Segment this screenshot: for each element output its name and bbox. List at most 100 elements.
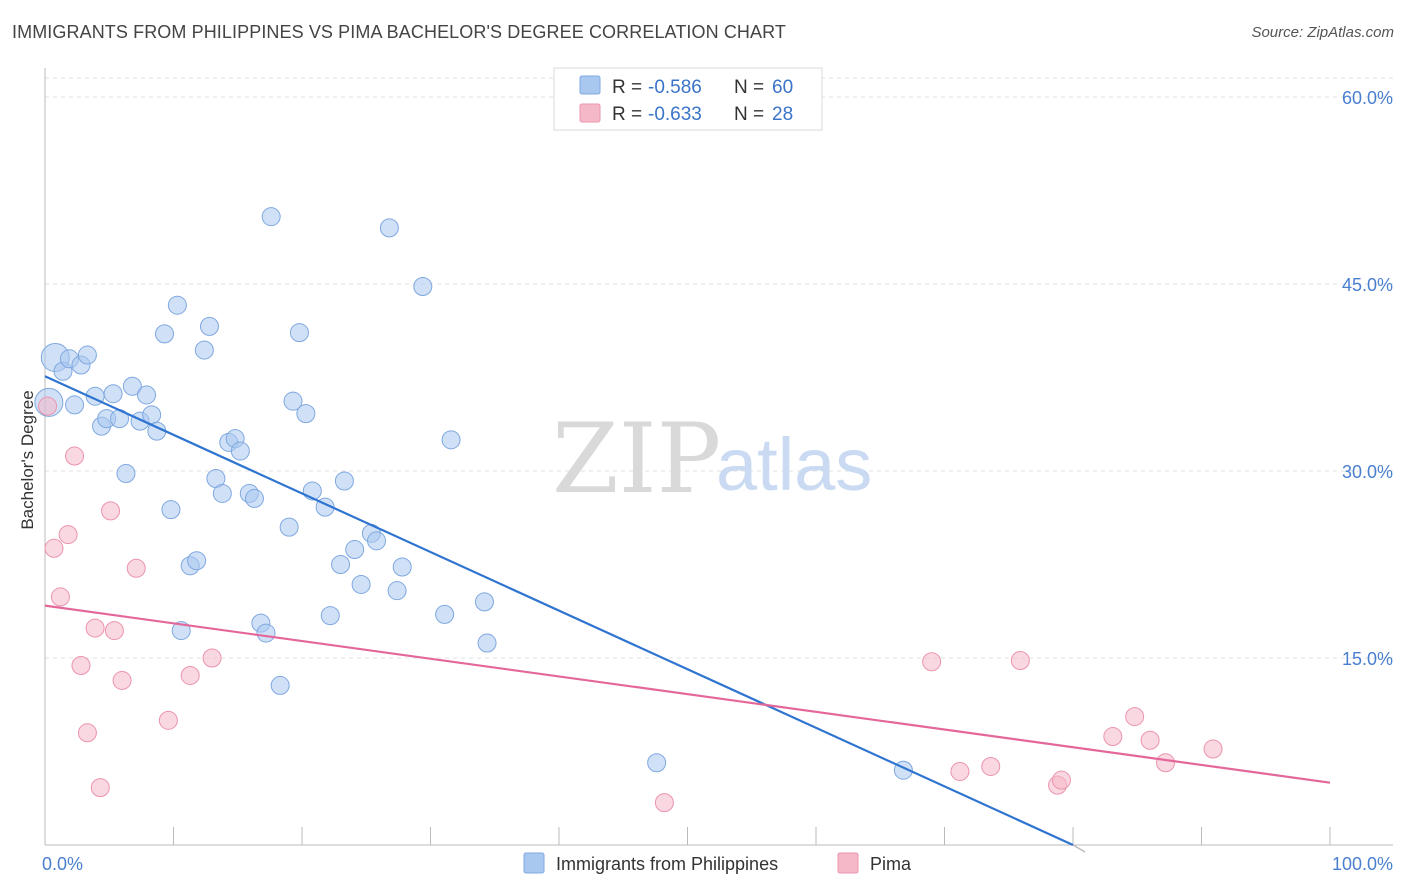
- pima-point: [112, 670, 132, 690]
- philippines-point: [441, 430, 461, 450]
- pima-point: [38, 396, 58, 416]
- philippines-point: [212, 483, 232, 503]
- philippines-point: [187, 551, 207, 571]
- philippines-point: [474, 592, 494, 612]
- philippines-point: [270, 675, 290, 695]
- philippines-point: [320, 606, 340, 626]
- philippines-point: [379, 218, 399, 238]
- legend-n-label-2: N =: [734, 104, 764, 125]
- philippines-point: [279, 517, 299, 537]
- philippines-trend-extension: [1072, 844, 1086, 853]
- pima-point: [1051, 770, 1071, 790]
- watermark-atlas: atlas: [716, 423, 872, 506]
- pima-point: [1203, 739, 1223, 759]
- watermark: ZIP atlas: [552, 403, 872, 515]
- legend-r-value-1: -0.586: [648, 77, 702, 98]
- pima-point: [50, 587, 70, 607]
- philippines-point: [345, 540, 365, 560]
- philippines-trend-line: [44, 375, 1074, 847]
- pima-point: [65, 446, 85, 466]
- y-tick-label-1: 30.0%: [1342, 462, 1393, 482]
- pima-point: [85, 618, 105, 638]
- pima-point: [126, 558, 146, 578]
- philippines-point: [77, 345, 97, 365]
- pima-point: [1156, 753, 1176, 773]
- philippines-point: [334, 471, 354, 491]
- stats-legend: R = -0.586 N = 60 R = -0.633 N = 28: [553, 67, 823, 131]
- pima-point: [90, 778, 110, 798]
- legend-n-value-1: 60: [772, 77, 793, 98]
- bottom-legend-label-pima: Pima: [870, 854, 912, 874]
- y-axis-label: Bachelor's Degree: [18, 390, 37, 529]
- pima-point: [158, 710, 178, 730]
- legend-r-label-1: R =: [612, 77, 642, 98]
- philippines-point: [392, 557, 412, 577]
- pima-point: [950, 761, 970, 781]
- philippines-point: [387, 581, 407, 601]
- pima-point: [44, 538, 64, 558]
- philippines-point: [289, 323, 309, 343]
- philippines-point: [65, 395, 85, 415]
- pima-point: [1103, 727, 1123, 747]
- philippines-point: [155, 324, 175, 344]
- grid-lines: [45, 77, 1393, 659]
- philippines-point: [103, 384, 123, 404]
- y-tick-label-0: 15.0%: [1342, 649, 1393, 669]
- bottom-legend-label-philippines: Immigrants from Philippines: [556, 854, 778, 874]
- legend-swatch-pima: [579, 103, 601, 123]
- series-pima-points: [38, 396, 1223, 813]
- pima-point: [981, 756, 1001, 776]
- pima-point: [654, 793, 674, 813]
- philippines-point: [161, 500, 181, 520]
- philippines-point: [283, 391, 303, 411]
- series-legend: Immigrants from Philippines Pima: [523, 852, 912, 874]
- pima-point: [1010, 650, 1030, 670]
- pima-point: [1125, 707, 1145, 727]
- philippines-point: [261, 207, 281, 227]
- philippines-point: [137, 385, 157, 405]
- bottom-legend-swatch-philippines: [523, 852, 545, 874]
- series-philippines-points: [34, 207, 913, 780]
- legend-n-value-2: 28: [772, 104, 793, 125]
- pima-point: [77, 723, 97, 743]
- pima-point: [202, 648, 222, 668]
- legend-r-label-2: R =: [612, 104, 642, 125]
- axes: [44, 68, 1393, 846]
- legend-n-label-1: N =: [734, 77, 764, 98]
- philippines-point: [647, 753, 667, 773]
- philippines-point: [367, 531, 387, 551]
- philippines-point: [199, 316, 219, 336]
- philippines-point: [194, 340, 214, 360]
- philippines-point: [296, 404, 316, 424]
- philippines-point: [256, 623, 276, 643]
- source-credit: Source: ZipAtlas.com: [1251, 24, 1394, 41]
- x-tick-label-0: 0.0%: [42, 854, 83, 874]
- pima-point: [104, 621, 124, 641]
- philippines-point: [244, 488, 264, 508]
- x-tick-label-1: 100.0%: [1332, 854, 1393, 874]
- x-axis-ticks: [44, 827, 1331, 845]
- philippines-point: [477, 633, 497, 653]
- pima-point: [71, 655, 91, 675]
- pima-point: [101, 501, 121, 521]
- philippines-point: [167, 295, 187, 315]
- pima-point: [58, 525, 78, 545]
- pima-point: [180, 665, 200, 685]
- pima-trend-line: [44, 604, 1331, 784]
- y-tick-label-2: 45.0%: [1342, 275, 1393, 295]
- philippines-point: [413, 276, 433, 296]
- chart-title: IMMIGRANTS FROM PHILIPPINES VS PIMA BACH…: [12, 22, 786, 42]
- pima-point: [922, 652, 942, 672]
- legend-swatch-philippines: [579, 75, 601, 95]
- bottom-legend-swatch-pima: [837, 852, 859, 874]
- legend-r-value-2: -0.633: [648, 104, 702, 125]
- watermark-zip: ZIP: [552, 403, 721, 515]
- pima-point: [1140, 730, 1160, 750]
- philippines-point: [230, 441, 250, 461]
- philippines-point: [351, 574, 371, 594]
- y-tick-label-3: 60.0%: [1342, 88, 1393, 108]
- trend-lines: [44, 375, 1331, 853]
- philippines-point: [116, 463, 136, 483]
- tick-labels: 15.0% 30.0% 45.0% 60.0% 0.0% 100.0%: [42, 88, 1393, 874]
